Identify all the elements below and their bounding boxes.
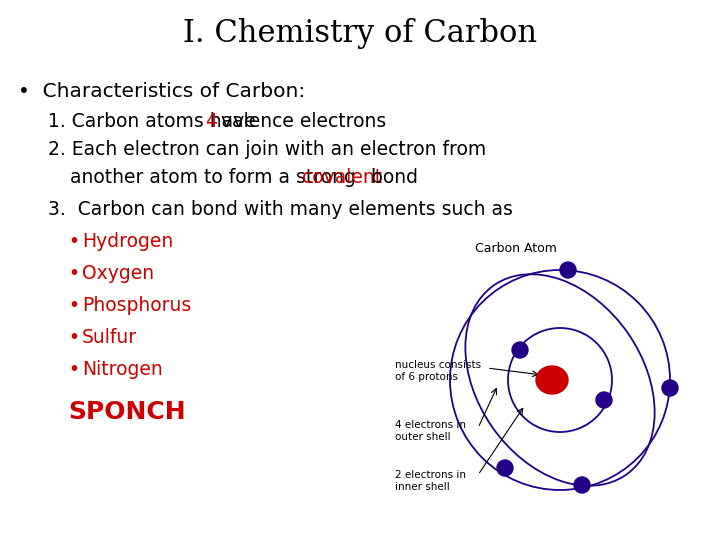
Text: 2 electrons in
inner shell: 2 electrons in inner shell: [395, 470, 466, 492]
Text: •: •: [68, 296, 79, 315]
Text: •: •: [68, 328, 79, 347]
Text: Carbon Atom: Carbon Atom: [475, 242, 557, 255]
Text: Nitrogen: Nitrogen: [82, 360, 163, 379]
Circle shape: [596, 392, 612, 408]
Circle shape: [560, 262, 576, 278]
Text: another atom to form a strong: another atom to form a strong: [70, 168, 362, 187]
Text: 3.  Carbon can bond with many elements such as: 3. Carbon can bond with many elements su…: [48, 200, 513, 219]
Text: Oxygen: Oxygen: [82, 264, 154, 283]
Text: valence electrons: valence electrons: [215, 112, 386, 131]
Circle shape: [497, 460, 513, 476]
Text: 4 electrons in
outer shell: 4 electrons in outer shell: [395, 420, 466, 442]
Text: •: •: [68, 232, 79, 251]
Text: 4: 4: [205, 112, 217, 131]
Text: SPONCH: SPONCH: [68, 400, 186, 424]
Circle shape: [662, 380, 678, 396]
Text: I. Chemistry of Carbon: I. Chemistry of Carbon: [183, 18, 537, 49]
Text: bond: bond: [365, 168, 418, 187]
Text: •: •: [68, 264, 79, 283]
Text: 1. Carbon atoms have: 1. Carbon atoms have: [48, 112, 262, 131]
Text: 2. Each electron can join with an electron from: 2. Each electron can join with an electr…: [48, 140, 486, 159]
Circle shape: [512, 342, 528, 358]
Ellipse shape: [536, 366, 568, 394]
Text: Sulfur: Sulfur: [82, 328, 137, 347]
Text: •  Characteristics of Carbon:: • Characteristics of Carbon:: [18, 82, 305, 101]
Text: •: •: [68, 360, 79, 379]
Circle shape: [574, 477, 590, 493]
Text: nucleus consists
of 6 protons: nucleus consists of 6 protons: [395, 360, 481, 382]
Text: covalent: covalent: [302, 168, 382, 187]
Text: Hydrogen: Hydrogen: [82, 232, 174, 251]
Text: Phosphorus: Phosphorus: [82, 296, 192, 315]
